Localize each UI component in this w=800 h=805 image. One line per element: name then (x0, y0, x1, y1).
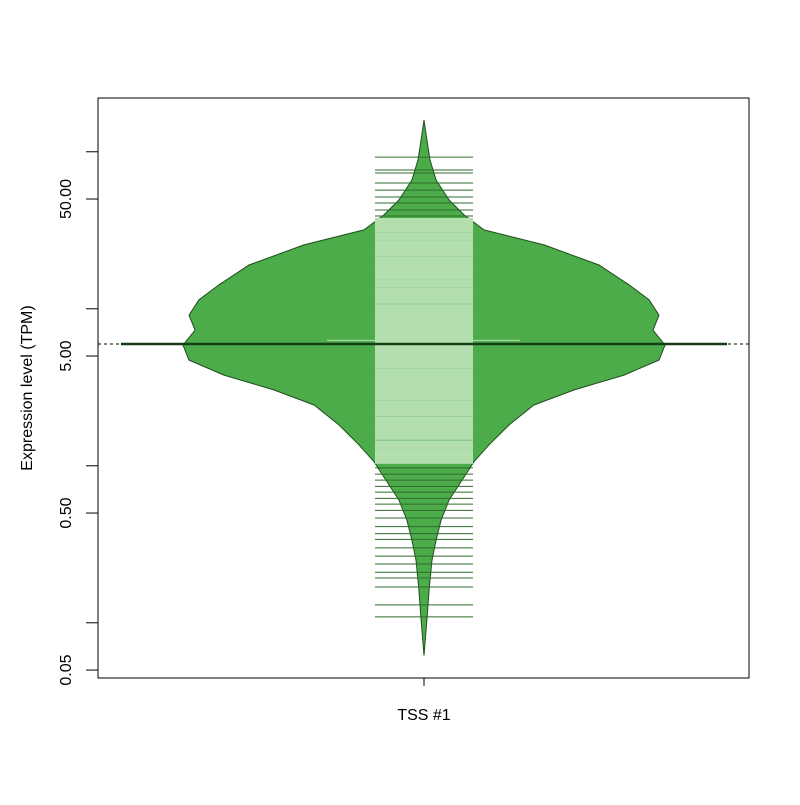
y-tick-label: 0.05 (58, 654, 75, 685)
y-tick-label: 0.50 (58, 497, 75, 528)
x-tick-label: TSS #1 (397, 707, 450, 724)
y-tick-label: 50.00 (58, 179, 75, 219)
y-axis-label: Expression level (TPM) (19, 305, 36, 470)
y-tick-label: 5.00 (58, 340, 75, 371)
